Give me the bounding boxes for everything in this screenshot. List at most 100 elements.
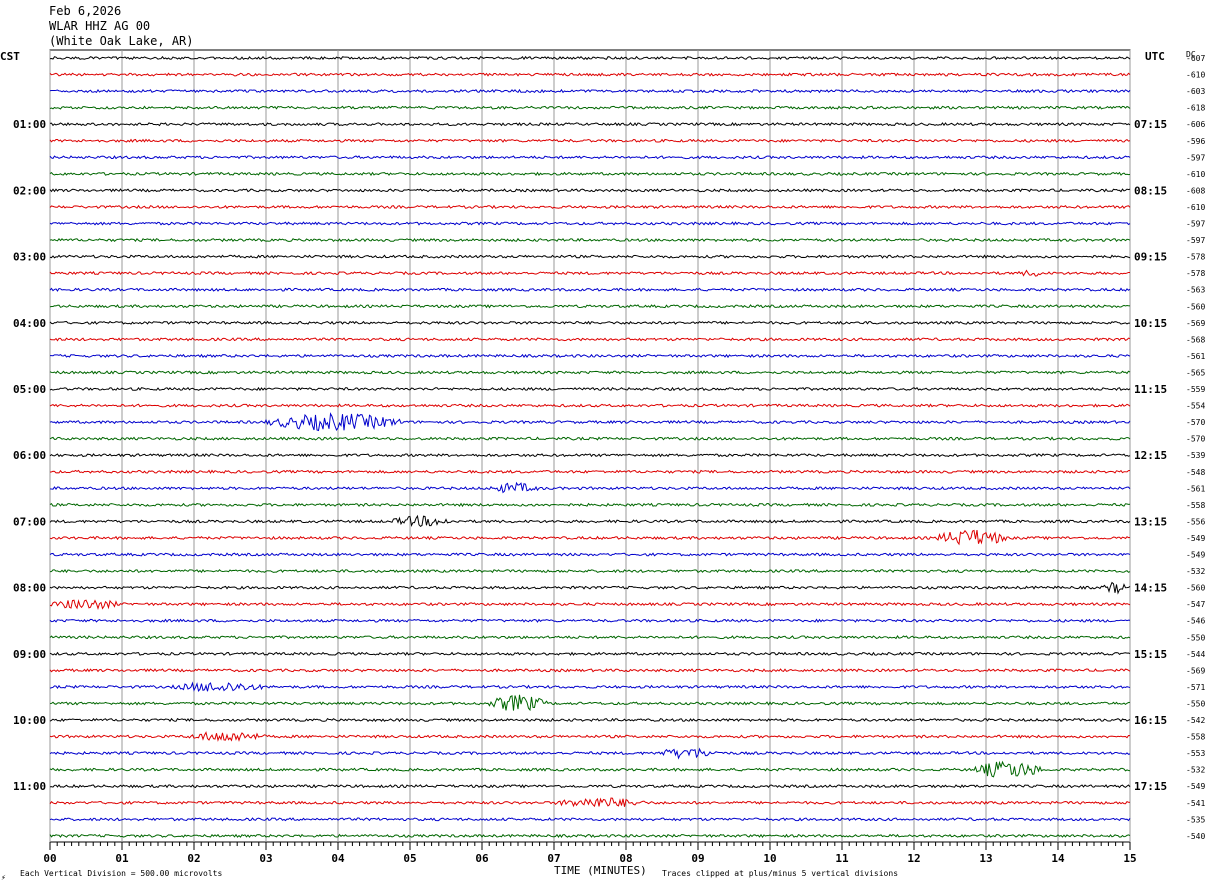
- trace-17: [49, 337, 1131, 342]
- x-tick-label-04: 04: [331, 852, 345, 865]
- trace-23: [49, 436, 1131, 441]
- corner-mark-icon: ⚡: [1, 873, 6, 882]
- trace-44: [49, 784, 1131, 789]
- header-date: Feb 6,2026: [49, 4, 121, 18]
- scale-note: Each Vertical Division = 500.00 microvol…: [20, 869, 222, 878]
- trace-29: [49, 529, 1131, 546]
- right-timezone-label: UTC: [1145, 50, 1165, 63]
- x-tick-label-12: 12: [907, 852, 920, 865]
- left-hour-label: 02:00: [13, 184, 46, 197]
- left-hour-label: 04:00: [13, 317, 46, 330]
- dc-offset-label: -549: [1186, 534, 1205, 543]
- left-hour-label: 05:00: [13, 383, 46, 396]
- dc-offset-label: -610: [1186, 170, 1205, 179]
- right-hour-label: 16:15: [1134, 714, 1167, 727]
- trace-5: [49, 138, 1131, 143]
- dc-offset-label: -568: [1186, 335, 1205, 344]
- dc-offset-label: -597: [1186, 153, 1205, 162]
- x-tick-label-15: 15: [1123, 852, 1136, 865]
- left-hour-label: 09:00: [13, 648, 46, 661]
- trace-24: [49, 453, 1131, 458]
- left-hour-label: 03:00: [13, 251, 46, 264]
- trace-7: [49, 171, 1131, 177]
- trace-3: [49, 105, 1131, 110]
- dc-offset-label: -561: [1186, 484, 1205, 493]
- trace-37: [49, 668, 1131, 673]
- trace-15: [49, 304, 1131, 309]
- dc-offset-label: -607: [1186, 54, 1205, 63]
- trace-38: [49, 681, 1131, 693]
- dc-offset-label: -570: [1186, 435, 1205, 444]
- dc-offset-label: -544: [1186, 650, 1205, 659]
- x-tick-label-01: 01: [115, 852, 129, 865]
- dc-offset-label: -549: [1186, 551, 1205, 560]
- dc-offset-label: -559: [1186, 385, 1205, 394]
- dc-offset-label: -547: [1186, 600, 1205, 609]
- trace-41: [49, 731, 1131, 742]
- dc-offset-label: -558: [1186, 733, 1205, 742]
- dc-offset-label: -554: [1186, 402, 1205, 411]
- trace-25: [49, 469, 1131, 475]
- dc-offset-label: -532: [1186, 567, 1205, 576]
- trace-39: [49, 694, 1131, 712]
- x-tick-label-05: 05: [403, 852, 416, 865]
- left-hour-label: 08:00: [13, 582, 46, 595]
- dc-offset-label: -550: [1186, 699, 1205, 708]
- right-hour-label: 09:15: [1134, 251, 1167, 264]
- dc-column-label: DC: [1186, 50, 1196, 59]
- x-tick-label-10: 10: [763, 852, 776, 865]
- trace-21: [49, 403, 1131, 408]
- dc-offset-label: -560: [1186, 302, 1205, 311]
- header-location: (White Oak Lake, AR): [49, 34, 194, 48]
- left-hour-label: 01:00: [13, 118, 46, 131]
- x-tick-label-11: 11: [835, 852, 849, 865]
- left-timezone-label: CST: [0, 50, 20, 63]
- left-hour-label: 06:00: [13, 449, 46, 462]
- trace-36: [49, 651, 1131, 657]
- seismic-traces: [49, 55, 1131, 839]
- dc-offset-label: -548: [1186, 468, 1205, 477]
- dc-offset-label: -569: [1186, 319, 1205, 328]
- trace-31: [49, 568, 1131, 574]
- trace-12: [49, 254, 1131, 259]
- trace-32: [49, 581, 1131, 595]
- trace-47: [49, 833, 1131, 839]
- x-axis: 00 01 02 03 04 05 06 07 08 09 10 11 12 13 14 15: [43, 842, 1137, 865]
- plot-frame: [49, 49, 1131, 843]
- left-hour-labels: 01:00 02:00 03:00 04:00 05:00 06:00 07:00 08:00…: [13, 118, 46, 793]
- x-tick-label-00: 00: [43, 852, 56, 865]
- trace-26: [49, 481, 1131, 494]
- dc-offset-label: -597: [1186, 236, 1205, 245]
- trace-14: [49, 287, 1131, 292]
- trace-35: [49, 635, 1131, 640]
- trace-34: [49, 618, 1131, 623]
- right-hour-label: 11:15: [1134, 383, 1167, 396]
- dc-offset-label: -608: [1186, 186, 1205, 195]
- trace-2: [49, 88, 1131, 94]
- trace-45: [49, 797, 1131, 808]
- dc-offset-label: -556: [1186, 517, 1205, 526]
- trace-19: [49, 370, 1131, 375]
- right-hour-label: 15:15: [1134, 648, 1167, 661]
- dc-offset-label: -540: [1186, 832, 1205, 841]
- trace-22: [49, 412, 1131, 432]
- dc-offset-label: -550: [1186, 633, 1205, 642]
- x-tick-label-06: 06: [475, 852, 489, 865]
- trace-11: [49, 237, 1131, 243]
- dc-offset-label: -618: [1186, 104, 1205, 113]
- trace-1: [49, 72, 1131, 77]
- right-hour-label: 13:15: [1134, 515, 1167, 528]
- trace-30: [49, 552, 1131, 557]
- x-tick-label-09: 09: [691, 852, 704, 865]
- dc-offset-label: -542: [1186, 716, 1205, 725]
- dc-offset-label: -563: [1186, 286, 1205, 295]
- dc-offset-label: -561: [1186, 352, 1205, 361]
- dc-offset-label: -546: [1186, 617, 1205, 626]
- dc-offset-label: -541: [1186, 799, 1205, 808]
- dc-offset-label: -596: [1186, 137, 1205, 146]
- dc-offset-label: -571: [1186, 683, 1205, 692]
- trace-20: [49, 386, 1131, 392]
- dc-offset-label: -560: [1186, 584, 1205, 593]
- dc-offset-label: -553: [1186, 749, 1205, 758]
